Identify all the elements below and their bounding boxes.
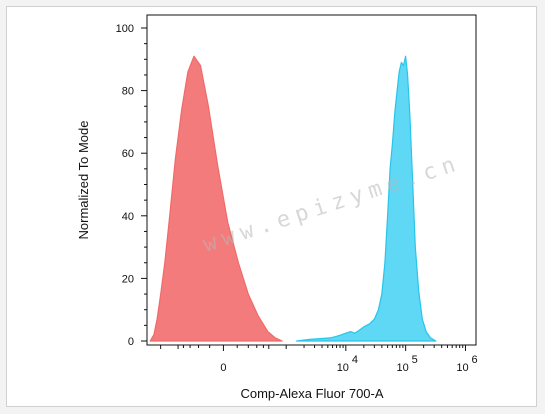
x-tick-label: 10 [397, 362, 409, 374]
y-axis: 0 20 40 60 80 100 [116, 23, 147, 348]
y-axis-label: Normalized To Mode [76, 121, 91, 240]
x-tick-label: 10 [337, 362, 349, 374]
y-tick-label: 40 [122, 211, 134, 223]
x-tick-exponent: 5 [412, 354, 418, 366]
plot-area-border [146, 14, 477, 346]
peaks-layer [149, 55, 437, 342]
y-tick-label: 60 [122, 148, 134, 160]
histogram-peak-1 [149, 55, 283, 342]
y-tick-label: 100 [116, 23, 134, 35]
x-tick-label: 0 [220, 362, 226, 374]
x-axis-label: Comp-Alexa Fluor 700-A [240, 386, 383, 401]
x-tick-label: 10 [456, 362, 468, 374]
histogram-peak-2 [296, 55, 437, 342]
x-tick-exponent: 4 [352, 354, 358, 366]
y-tick-label: 0 [128, 336, 134, 348]
y-tick-label: 80 [122, 86, 134, 98]
watermark-text: www.epizyme.cn [200, 151, 464, 258]
y-tick-label: 20 [122, 273, 134, 285]
x-tick-exponent: 6 [471, 354, 477, 366]
